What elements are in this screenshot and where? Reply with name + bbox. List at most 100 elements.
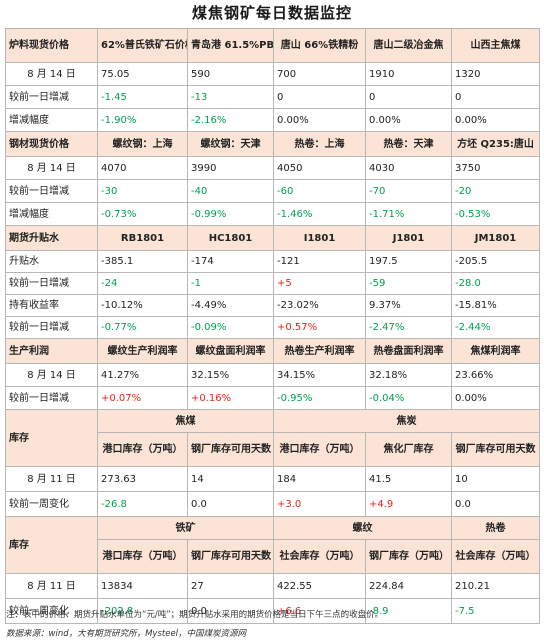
row-label: 持有收益率: [5, 294, 98, 317]
column-header: 螺纹钢：天津: [187, 131, 274, 157]
table-cell: 197.5: [365, 250, 452, 273]
row-label: 8 月 14 日: [5, 156, 98, 180]
table-cell: 1320: [451, 62, 540, 86]
table-cell: -0.99%: [187, 202, 274, 226]
subheader-row: 港口库存（万吨） 钢厂库存可用天数 港口库存（万吨） 焦化厂库存 钢厂库存可用天…: [6, 432, 540, 467]
table-row: 持有收益率 -10.12% -4.49% -23.02% 9.37% -15.8…: [5, 294, 540, 317]
table-row: 增减幅度 -0.73% -0.99% -1.46% -1.71% -0.53%: [5, 202, 540, 226]
section-label-inventory: 库存: [5, 409, 98, 467]
table-cell: 4050: [273, 156, 366, 180]
table-cell: -30: [97, 179, 188, 203]
table-cell: +5: [273, 272, 366, 295]
section-header-row: 库存 焦煤 焦炭: [5, 409, 540, 467]
table-cell: 0.00%: [273, 108, 366, 132]
table-cell: 0.0: [451, 491, 540, 517]
table-cell: -23.02%: [273, 294, 366, 317]
table-cell: 4070: [97, 156, 188, 180]
column-header: 港口库存（万吨）: [97, 539, 188, 574]
row-label: 增减幅度: [5, 108, 98, 132]
column-header: 社会库存（万吨）: [273, 539, 366, 574]
table-cell: 700: [273, 62, 366, 86]
section-header-row: 钢材现货价格 螺纹钢：上海 螺纹钢：天津 热卷：上海 热卷：天津 方坯 Q235…: [5, 131, 540, 157]
table-row: 较前一日增减 +0.07% +0.16% -0.95% -0.04% 0.00%: [5, 386, 540, 410]
table-cell: -1.71%: [365, 202, 452, 226]
data-table: 炉料现货价格 62%普氏铁矿石价格指数 青岛港 61.5%PB 粉 唐山 66%…: [5, 28, 540, 624]
table-cell: 184: [273, 466, 366, 492]
table-cell: -10.12%: [97, 294, 188, 317]
column-header: JM1801: [451, 225, 540, 251]
table-cell: 0.00%: [451, 108, 540, 132]
column-header: 钢厂库存（万吨）: [365, 539, 452, 574]
column-header: 62%普氏铁矿石价格指数: [97, 28, 188, 63]
table-cell: -205.5: [451, 250, 540, 273]
table-row: 升贴水 -385.1 -174 -121 197.5 -205.5: [5, 250, 540, 273]
table-cell: 273.63: [97, 466, 188, 492]
table-cell: 210.21: [451, 573, 540, 599]
table-cell: 224.84: [365, 573, 452, 599]
group-header-coke: 焦炭: [273, 409, 540, 433]
subheader-row: 港口库存（万吨） 钢厂库存可用天数 社会库存（万吨） 钢厂库存（万吨） 社会库存…: [6, 539, 540, 574]
table-cell: -2.47%: [365, 316, 452, 339]
table-row: 较前一日增减 -0.77% -0.09% +0.57% -2.47% -2.44…: [5, 316, 540, 339]
table-cell: 0: [451, 85, 540, 109]
column-header: 青岛港 61.5%PB 粉: [187, 28, 274, 63]
column-header: I1801: [273, 225, 366, 251]
column-header: 热卷盘面利润率: [365, 338, 452, 364]
table-cell: -8.9: [365, 598, 452, 624]
table-cell: 0: [273, 85, 366, 109]
table-cell: 32.18%: [365, 363, 452, 387]
table-cell: 41.27%: [97, 363, 188, 387]
table-row: 较前一周变化 -202.8 0.0 +6.6 -8.9 -7.5: [5, 598, 540, 624]
column-header: 港口库存（万吨）: [273, 432, 366, 467]
table-cell: +3.0: [273, 491, 366, 517]
column-header: 焦煤利润率: [451, 338, 540, 364]
table-cell: 3750: [451, 156, 540, 180]
table-cell: -4.49%: [187, 294, 274, 317]
table-cell: 23.66%: [451, 363, 540, 387]
table-cell: 32.15%: [187, 363, 274, 387]
table-cell: 3990: [187, 156, 274, 180]
column-header: 山西主焦煤: [451, 28, 540, 63]
table-cell: -0.73%: [97, 202, 188, 226]
table-cell: -60: [273, 179, 366, 203]
table-row: 较前一日增减 -30 -40 -60 -70 -20: [5, 179, 540, 203]
column-header: 社会库存（万吨）: [451, 539, 540, 574]
column-header: 方坯 Q235:唐山: [451, 131, 540, 157]
section-header-row: 炉料现货价格 62%普氏铁矿石价格指数 青岛港 61.5%PB 粉 唐山 66%…: [5, 28, 540, 63]
row-label: 8 月 11 日: [5, 466, 98, 492]
row-label: 较前一周变化: [5, 491, 98, 517]
section-label-futures-basis: 期货升贴水: [5, 225, 98, 251]
row-label: 8 月 11 日: [5, 573, 98, 599]
data-source: 数据来源：wind，大有期货研究所，Mysteel，中国煤炭资源网: [6, 629, 247, 639]
table-cell: -13: [187, 85, 274, 109]
table-cell: 14: [187, 466, 274, 492]
group-header-rebar: 螺纹: [273, 516, 452, 540]
column-header: 螺纹钢：上海: [97, 131, 188, 157]
table-cell: +0.16%: [187, 386, 274, 410]
table-row: 增减幅度 -1.90% -2.16% 0.00% 0.00% 0.00%: [5, 108, 540, 132]
table-row: 8 月 11 日 273.63 14 184 41.5 10: [5, 466, 540, 492]
table-cell: -0.09%: [187, 316, 274, 339]
table-cell: -40: [187, 179, 274, 203]
table-cell: -0.95%: [273, 386, 366, 410]
table-cell: 41.5: [365, 466, 452, 492]
row-label: 升贴水: [5, 250, 98, 273]
table-cell: 0: [365, 85, 452, 109]
table-cell: -20: [451, 179, 540, 203]
table-cell: 75.05: [97, 62, 188, 86]
table-cell: -70: [365, 179, 452, 203]
column-header: 螺纹盘面利润率: [187, 338, 274, 364]
section-label-steel-spot-price: 钢材现货价格: [5, 131, 98, 157]
table-cell: -174: [187, 250, 274, 273]
column-header: 唐山二级冶金焦: [365, 28, 452, 63]
column-header: 唐山 66%铁精粉: [273, 28, 366, 63]
table-cell: -0.77%: [97, 316, 188, 339]
column-header: 螺纹生产利润率: [97, 338, 188, 364]
table-cell: -1: [187, 272, 274, 295]
column-header: 热卷生产利润率: [273, 338, 366, 364]
row-label: 8 月 14 日: [5, 62, 98, 86]
row-label: 较前一日增减: [5, 316, 98, 339]
table-cell: 27: [187, 573, 274, 599]
section-label-production-profit: 生产利润: [5, 338, 98, 364]
table-cell: 0.00%: [451, 386, 540, 410]
